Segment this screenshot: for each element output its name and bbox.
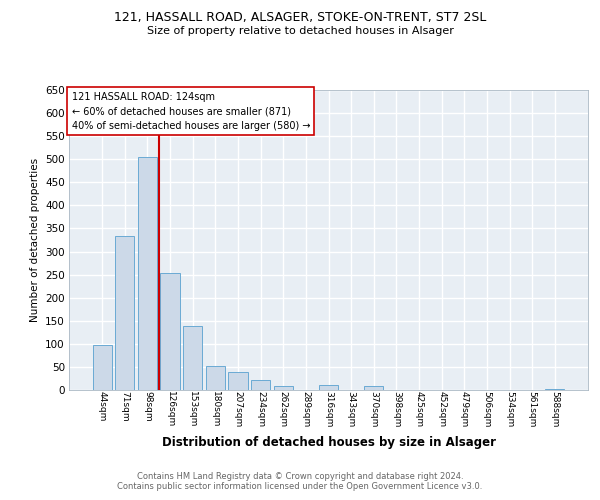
Bar	[229, 372, 248, 390]
Y-axis label: Number of detached properties: Number of detached properties	[29, 158, 40, 322]
Bar	[138, 157, 157, 390]
Bar	[251, 380, 270, 390]
Bar	[183, 326, 202, 390]
Text: Size of property relative to detached houses in Alsager: Size of property relative to detached ho…	[146, 26, 454, 36]
Text: Contains HM Land Registry data © Crown copyright and database right 2024.: Contains HM Land Registry data © Crown c…	[137, 472, 463, 481]
Bar	[92, 345, 112, 390]
Text: 121 HASSALL ROAD: 124sqm
← 60% of detached houses are smaller (871)
40% of semi-: 121 HASSALL ROAD: 124sqm ← 60% of detach…	[71, 92, 310, 131]
Bar	[206, 366, 225, 390]
Bar	[364, 386, 383, 390]
Bar	[115, 236, 134, 390]
Text: 121, HASSALL ROAD, ALSAGER, STOKE-ON-TRENT, ST7 2SL: 121, HASSALL ROAD, ALSAGER, STOKE-ON-TRE…	[114, 11, 486, 24]
Bar	[274, 386, 293, 390]
Bar	[160, 273, 180, 390]
Bar	[545, 388, 565, 390]
Text: Contains public sector information licensed under the Open Government Licence v3: Contains public sector information licen…	[118, 482, 482, 491]
X-axis label: Distribution of detached houses by size in Alsager: Distribution of detached houses by size …	[161, 436, 496, 449]
Bar	[319, 386, 338, 390]
